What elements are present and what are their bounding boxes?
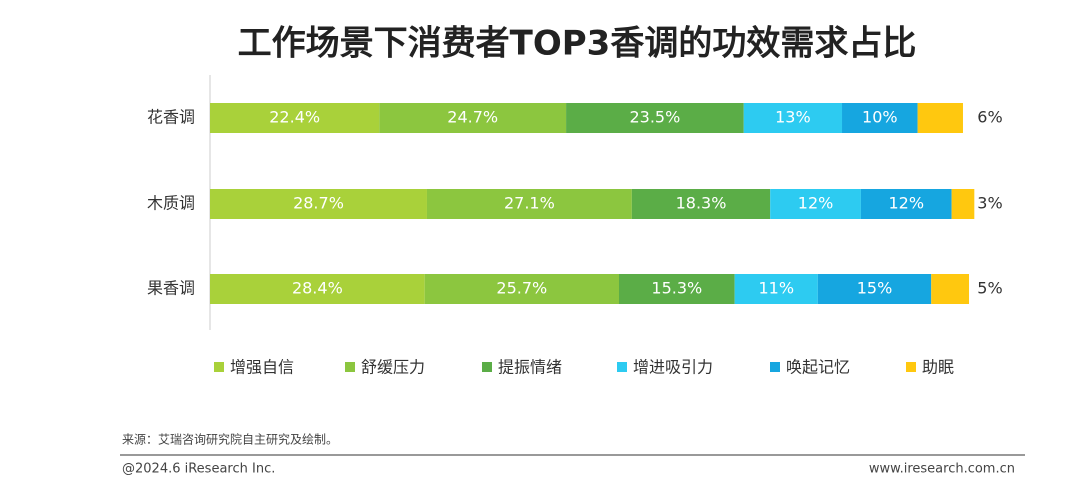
data-label: 27.1% <box>504 194 555 213</box>
data-label: 24.7% <box>447 108 498 127</box>
bar-segment <box>426 189 632 219</box>
legend-swatch <box>617 362 627 372</box>
website: www.iresearch.com.cn <box>869 462 1015 477</box>
data-label: 22.4% <box>269 108 320 127</box>
bar-segment <box>817 274 932 304</box>
y-tick-label: 果香调 <box>147 279 195 298</box>
data-label: 5% <box>977 279 1002 298</box>
legend-swatch <box>214 362 224 372</box>
data-label: 12% <box>798 194 834 213</box>
bar-segment <box>631 189 771 219</box>
y-tick-label: 花香调 <box>147 108 195 127</box>
data-label: 28.4% <box>292 279 343 298</box>
bar-segment <box>210 189 427 219</box>
legend-label: 助眠 <box>922 358 954 377</box>
bar-segment <box>951 189 975 219</box>
chart-title: 工作场景下消费者TOP3香调的功效需求占比 <box>238 24 917 64</box>
bar-segment <box>860 189 952 219</box>
data-label: 12% <box>888 194 924 213</box>
bar-segment <box>210 103 380 133</box>
data-label: 11% <box>758 279 794 298</box>
data-label: 15% <box>857 279 893 298</box>
bar-segment <box>210 274 425 304</box>
data-label: 25.7% <box>496 279 547 298</box>
data-label: 28.7% <box>293 194 344 213</box>
bar-segment <box>931 274 970 304</box>
legend-label: 增强自信 <box>230 358 294 377</box>
bar-segment <box>424 274 619 304</box>
data-label: 18.3% <box>676 194 727 213</box>
legend-label: 唤起记忆 <box>786 358 850 377</box>
copyright: @2024.6 iResearch Inc. <box>122 462 275 477</box>
data-label: 13% <box>775 108 811 127</box>
legend-swatch <box>906 362 916 372</box>
data-label: 15.3% <box>651 279 702 298</box>
legend-swatch <box>770 362 780 372</box>
bar-segment <box>566 103 744 133</box>
legend-label: 舒缓压力 <box>361 358 425 377</box>
data-label: 6% <box>977 108 1002 127</box>
bar-segment <box>379 103 567 133</box>
data-label: 10% <box>862 108 898 127</box>
bar-segment <box>734 274 818 304</box>
bar-segment <box>917 103 963 133</box>
legend-swatch <box>345 362 355 372</box>
legend-label: 增进吸引力 <box>633 358 713 377</box>
legend-swatch <box>482 362 492 372</box>
legend-label: 提振情绪 <box>498 358 562 377</box>
source: 来源：艾瑞咨询研究院自主研究及绘制。 <box>122 432 338 447</box>
bar-segment <box>743 103 843 133</box>
data-label: 23.5% <box>629 108 680 127</box>
bar-segment <box>770 189 861 219</box>
y-tick-label: 木质调 <box>147 194 195 213</box>
data-label: 3% <box>977 194 1002 213</box>
bar-segment <box>618 274 735 304</box>
bar-segment <box>842 103 918 133</box>
